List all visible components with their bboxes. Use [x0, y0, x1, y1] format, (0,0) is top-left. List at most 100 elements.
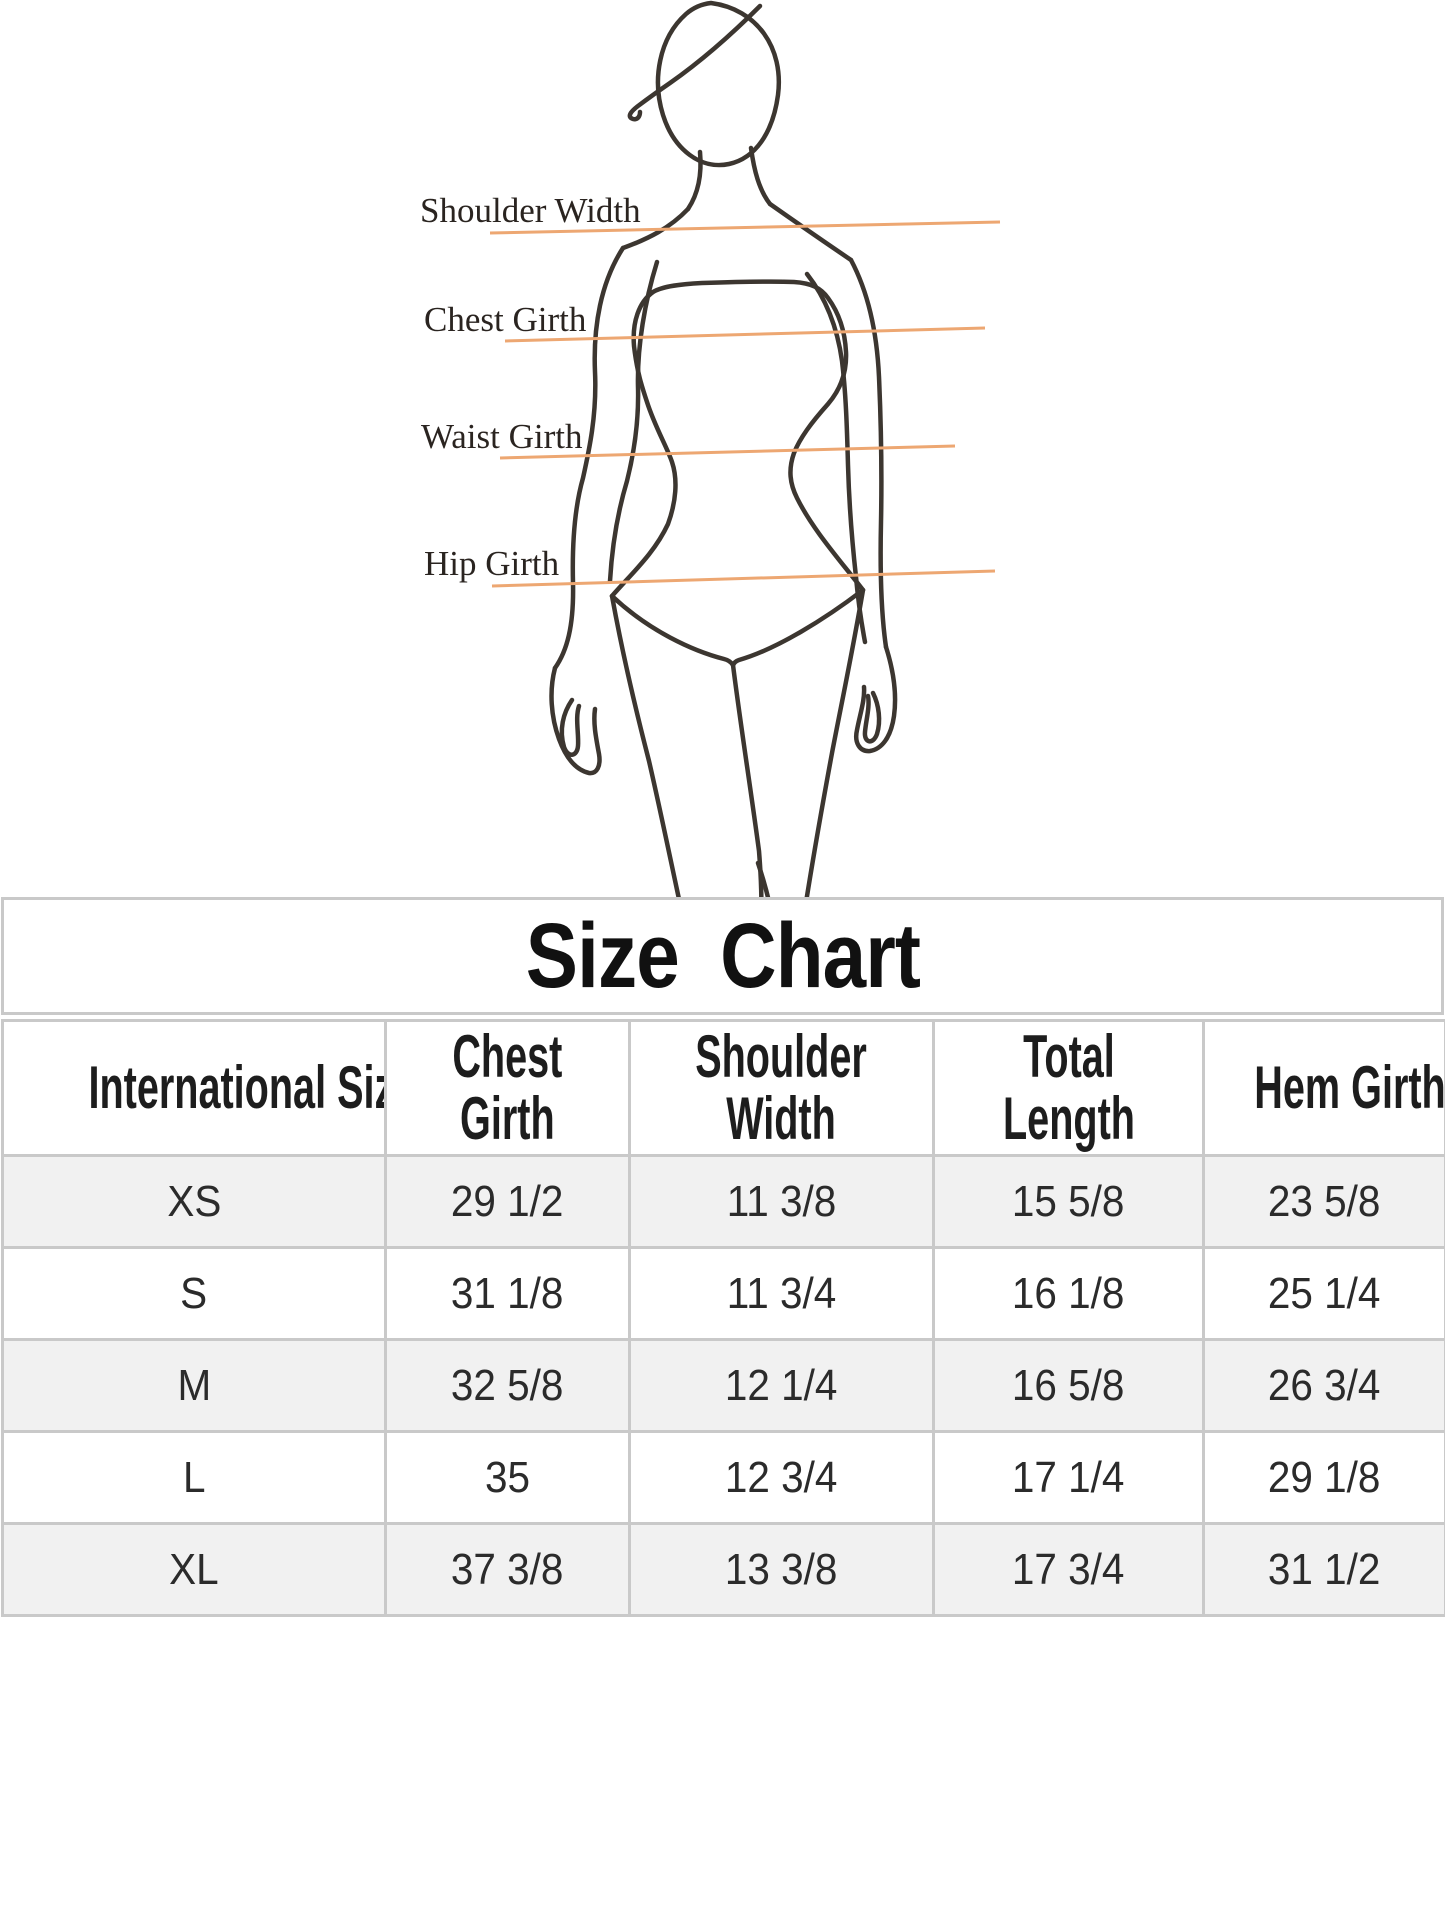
hip-measure-line	[491, 569, 996, 588]
shoulder-width-label: Shoulder Width	[420, 191, 641, 230]
hand-left	[549, 665, 602, 776]
size-table: International Size Chest Girth Shoulder Wi…	[1, 1019, 1445, 1617]
chest-cell: 31 1/8	[384, 1246, 631, 1341]
length-value: 17 1/4	[1012, 1452, 1125, 1502]
panty-line-right	[730, 587, 866, 668]
size-row-m: M 32 5/8 12 1/4 16 5/8 26 3/4	[1, 1338, 1445, 1433]
panty-line-left	[609, 593, 736, 668]
size-cell: M	[1, 1338, 387, 1433]
size-table-header-row: International Size Chest Girth Shoulder Wi…	[1, 1019, 1445, 1157]
thumb-left	[559, 697, 582, 757]
size-value: XS	[166, 1176, 221, 1226]
waist-girth-label: Waist Girth	[421, 417, 583, 456]
shoulder-value: 13 3/8	[725, 1544, 838, 1594]
size-chart-title: Size Chart	[525, 904, 920, 1007]
hem-cell: 31 1/2	[1202, 1522, 1445, 1617]
hem-value: 23 5/8	[1268, 1176, 1381, 1226]
column-header-total-length: Total Length	[932, 1019, 1205, 1157]
size-row-l: L 35 12 3/4 17 1/4 29 1/8	[1, 1430, 1445, 1525]
shoulder-cell: 11 3/8	[628, 1154, 935, 1249]
hem-cell: 26 3/4	[1202, 1338, 1445, 1433]
arm-inner-right	[804, 271, 868, 645]
chest-girth-label: Chest Girth	[424, 300, 587, 339]
column-header-label: Chest Girth	[452, 1023, 563, 1152]
hem-value: 31 1/2	[1268, 1544, 1381, 1594]
chest-measure-line	[504, 326, 986, 343]
neck-right	[748, 145, 773, 207]
column-header-label: Shoulder Width	[695, 1023, 868, 1152]
column-header-hem-girth: Hem Girth	[1202, 1019, 1445, 1157]
body-figure-area: Shoulder Width Chest Girth Waist Girth H…	[0, 0, 1445, 920]
hem-cell: 25 1/4	[1202, 1246, 1445, 1341]
chest-value: 31 1/8	[451, 1268, 564, 1318]
waist-measure-line	[499, 444, 956, 460]
inner-thigh-line	[730, 662, 764, 919]
shoulder-right	[767, 201, 854, 263]
column-header-label: Hem Girth	[1254, 1054, 1445, 1121]
shoulder-cell: 12 3/4	[628, 1430, 935, 1525]
body-figure-sketch	[489, 0, 1001, 920]
measurement-lines-group	[489, 220, 1001, 588]
torso-right	[650, 279, 866, 593]
column-header-label: International Size	[88, 1054, 386, 1121]
hem-cell: 23 5/8	[1202, 1154, 1445, 1249]
shoulder-value: 12 1/4	[725, 1360, 838, 1410]
hem-cell: 29 1/8	[1202, 1430, 1445, 1525]
shoulder-cell: 13 3/8	[628, 1522, 935, 1617]
torso-left	[609, 289, 678, 599]
length-value: 15 5/8	[1012, 1176, 1125, 1226]
arm-inner-left	[607, 259, 660, 584]
chest-value: 35	[484, 1452, 531, 1502]
neck-left	[685, 149, 703, 212]
column-header-chest-girth: Chest Girth	[384, 1019, 631, 1157]
thumb-right	[862, 690, 882, 744]
chest-cell: 29 1/2	[384, 1154, 631, 1249]
length-value: 16 5/8	[1012, 1360, 1125, 1410]
length-cell: 16 5/8	[932, 1338, 1205, 1433]
leg-outer-right	[801, 587, 866, 918]
size-value: M	[177, 1360, 211, 1410]
column-header-shoulder-width: Shoulder Width	[628, 1019, 935, 1157]
length-value: 17 3/4	[1012, 1544, 1125, 1594]
chest-value: 37 3/8	[451, 1544, 564, 1594]
shoulder-value: 11 3/8	[726, 1176, 837, 1226]
length-cell: 16 1/8	[932, 1246, 1205, 1341]
chest-cell: 32 5/8	[384, 1338, 631, 1433]
size-value: S	[180, 1268, 208, 1318]
chest-cell: 37 3/8	[384, 1522, 631, 1617]
shoulder-value: 12 3/4	[725, 1452, 838, 1502]
chest-cell: 35	[384, 1430, 631, 1525]
head-outline	[655, 0, 782, 168]
shoulder-left	[620, 206, 691, 251]
size-cell: L	[1, 1430, 387, 1525]
size-cell: XL	[1, 1522, 387, 1617]
hand-right	[854, 644, 898, 754]
size-row-s: S 31 1/8 11 3/4 16 1/8 25 1/4	[1, 1246, 1445, 1341]
column-header-international-size: International Size	[1, 1019, 387, 1157]
arm-outer-left	[552, 245, 626, 671]
hem-value: 26 3/4	[1268, 1360, 1381, 1410]
shoulder-cell: 12 1/4	[628, 1338, 935, 1433]
shoulder-measure-line	[489, 220, 1001, 235]
shoulder-value: 11 3/4	[726, 1268, 837, 1318]
size-cell: XS	[1, 1154, 387, 1249]
column-header-label: Total Length	[1002, 1023, 1135, 1152]
size-row-xs: XS 29 1/2 11 3/8 15 5/8 23 5/8	[1, 1154, 1445, 1249]
length-cell: 17 1/4	[932, 1430, 1205, 1525]
chest-value: 29 1/2	[451, 1176, 564, 1226]
size-value: L	[182, 1452, 206, 1502]
hem-value: 29 1/8	[1268, 1452, 1381, 1502]
length-value: 16 1/8	[1012, 1268, 1125, 1318]
leg-outer-left	[609, 593, 685, 916]
size-value: XL	[169, 1544, 219, 1594]
length-cell: 15 5/8	[932, 1154, 1205, 1249]
size-chart-title-box: Size Chart	[1, 897, 1444, 1015]
length-cell: 17 3/4	[932, 1522, 1205, 1617]
figure-outline-group	[549, 0, 898, 920]
hip-girth-label: Hip Girth	[424, 544, 560, 583]
size-cell: S	[1, 1246, 387, 1341]
shoulder-cell: 11 3/4	[628, 1246, 935, 1341]
chest-value: 32 5/8	[451, 1360, 564, 1410]
hair-strand	[627, 3, 763, 122]
